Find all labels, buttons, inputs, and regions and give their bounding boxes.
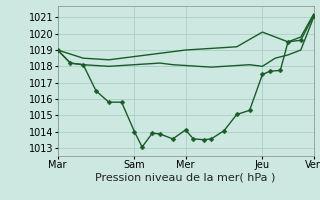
X-axis label: Pression niveau de la mer( hPa ): Pression niveau de la mer( hPa ) — [95, 173, 276, 183]
